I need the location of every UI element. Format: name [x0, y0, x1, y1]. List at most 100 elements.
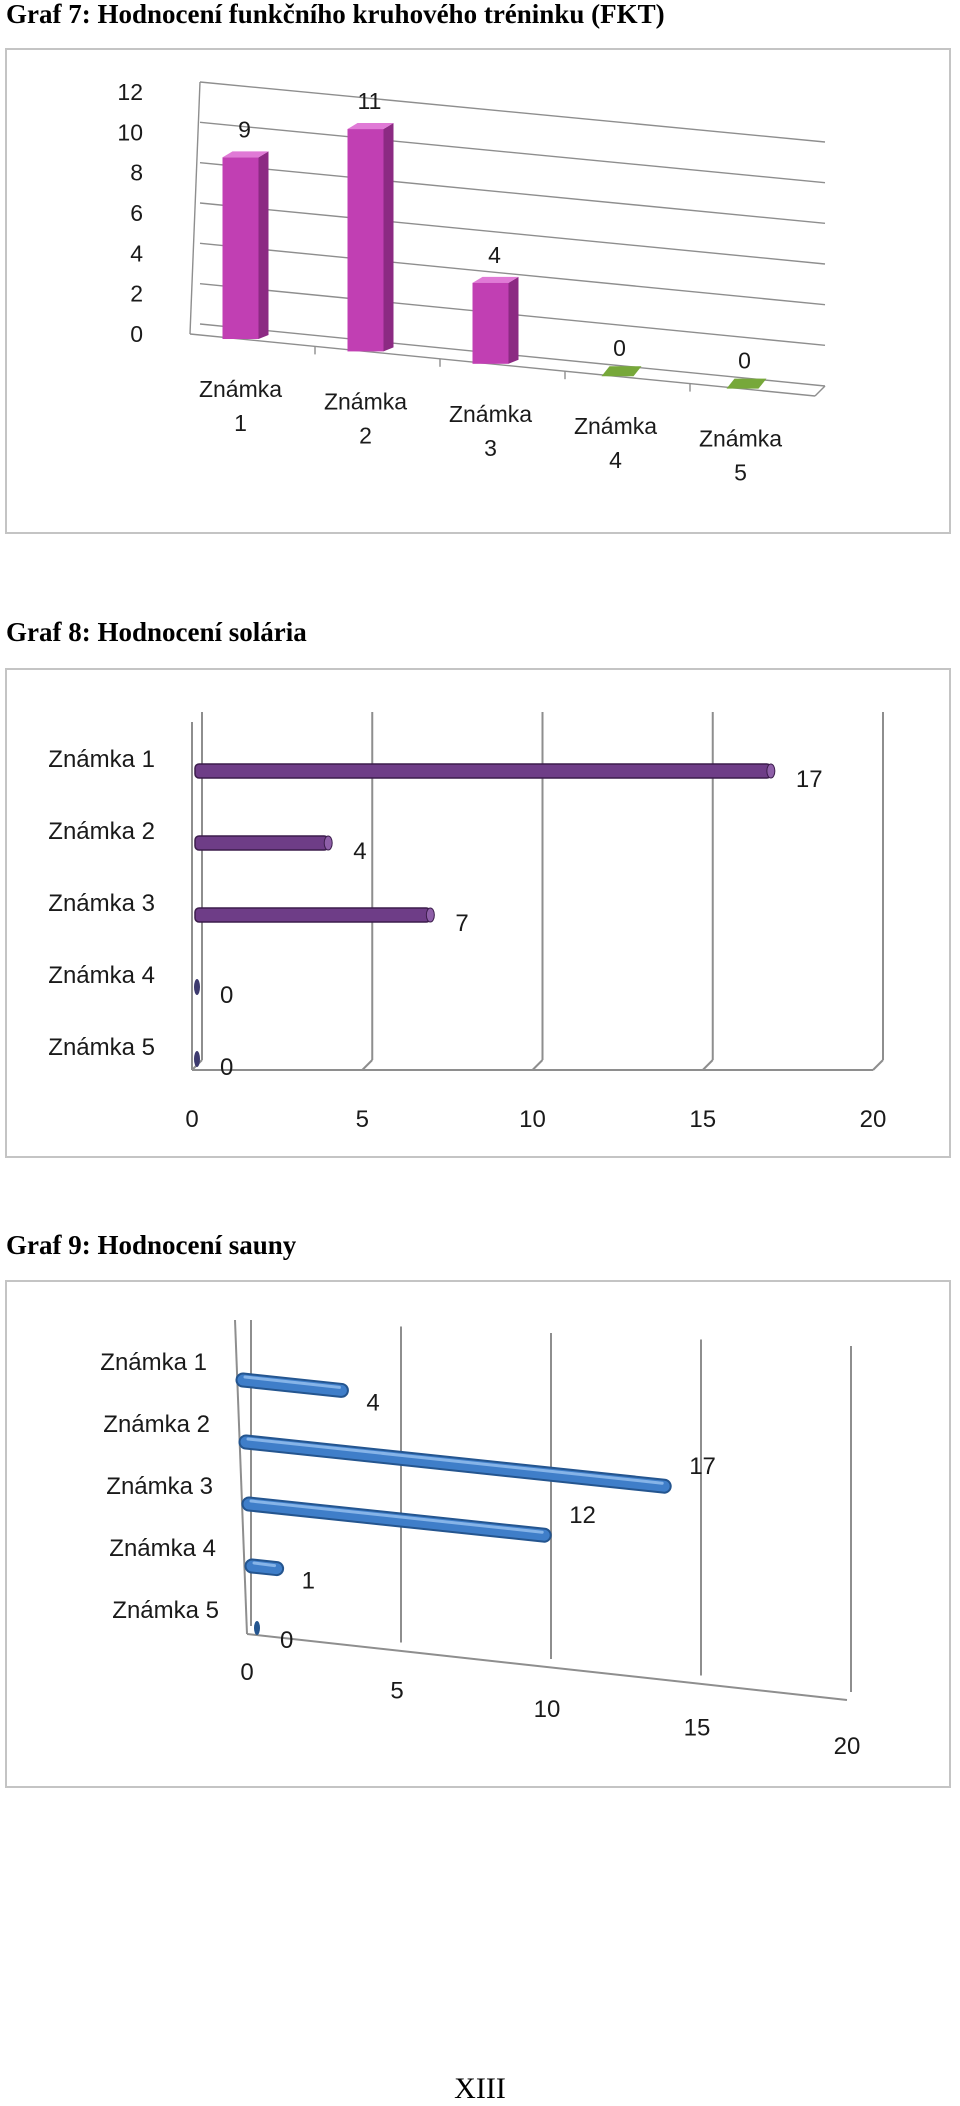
- bar: [254, 1621, 260, 1635]
- data-label: 9: [238, 116, 251, 142]
- y-axis-wall: [189, 81, 201, 335]
- data-label: 4: [353, 838, 366, 865]
- x-tick-label: 0: [185, 1106, 198, 1133]
- y-tick-label: 8: [130, 160, 143, 186]
- bar: [726, 378, 767, 389]
- bar: [222, 157, 259, 340]
- x-axis: [246, 1633, 848, 1701]
- x-tick-label-line1: Známka: [574, 413, 657, 439]
- y-tick-label: 2: [130, 281, 143, 307]
- y-gridline: [199, 242, 826, 306]
- x-tick-label-line2: 1: [234, 410, 247, 436]
- y-gridline: [199, 121, 826, 184]
- y-tick-label: Známka 3: [106, 1473, 213, 1500]
- y-tick-label: Známka 5: [112, 1597, 219, 1624]
- data-label: 11: [358, 88, 382, 114]
- bar: [240, 1436, 670, 1492]
- data-label: 0: [280, 1627, 293, 1654]
- y-tick-label: Známka 2: [103, 1411, 210, 1438]
- bar: [237, 1374, 347, 1396]
- y-tick-label: Známka 1: [100, 1349, 207, 1376]
- y-tick-label: Známka 4: [48, 962, 155, 989]
- y-gridline: [199, 202, 826, 265]
- y-tick-label: 4: [130, 240, 143, 266]
- bar: [194, 835, 329, 851]
- x-tick-label-line1: Známka: [199, 376, 282, 402]
- x-tick-label: 20: [834, 1733, 861, 1760]
- data-label: 17: [796, 766, 823, 793]
- x-tick-label: 15: [684, 1715, 711, 1742]
- bar: [194, 1051, 200, 1067]
- chart-8-title: Graf 8: Hodnocení solária: [6, 617, 307, 647]
- data-label: 4: [366, 1389, 379, 1416]
- x-tick-label: 10: [519, 1106, 546, 1133]
- bar-highlight: [243, 1375, 341, 1389]
- chart-7-title: Graf 7: Hodnocení funkčního kruhového tr…: [6, 0, 665, 29]
- bar: [347, 129, 384, 352]
- chart-8-frame: 0 5 10 15 20 Známka 1 17 Známka 2 4 Známka 3 7 Znám…: [5, 668, 951, 1158]
- y-tick-label: 12: [117, 79, 143, 105]
- chart-9-plot: 0 5 10 15 20 Známka 1 4 Známka 2 17 Známka 3 12 Zná…: [100, 1319, 861, 1760]
- bar-cap: [425, 907, 435, 923]
- x-tick-label: 5: [390, 1678, 403, 1705]
- y-gridline: [199, 161, 826, 225]
- bar: [194, 907, 432, 923]
- bar: [243, 1498, 550, 1541]
- bar-side: [258, 151, 269, 340]
- x-axis-floor: [189, 333, 816, 397]
- y-tick-label: Známka 3: [48, 890, 155, 917]
- bar: [246, 1560, 283, 1575]
- bar-highlight: [252, 1561, 277, 1568]
- x-tick-label-line2: 5: [734, 460, 747, 486]
- data-label: 12: [569, 1502, 596, 1529]
- x-tick: [531, 1059, 544, 1071]
- x-tick-label-line2: 3: [484, 435, 497, 461]
- chart-9-title: Graf 9: Hodnocení sauny: [6, 1230, 297, 1260]
- x-tick-label-line1: Známka: [699, 426, 782, 452]
- data-label: 7: [455, 910, 468, 937]
- y-tick-label: 6: [130, 200, 143, 226]
- chart-7-plot: 0246810129Známka111Známka24Známka30Známk…: [117, 79, 826, 486]
- bar-cap: [323, 835, 333, 851]
- bar-top: [222, 151, 269, 158]
- y-gridline: [199, 81, 826, 143]
- chart-7-frame: 0 2 4 6 8 10 12 9 Známka 1 11 Známka 2 4 Známka 3 0 Známk…: [5, 48, 951, 534]
- data-label: 1: [302, 1568, 315, 1595]
- x-tick: [872, 1059, 884, 1071]
- y-tick-label: 10: [117, 119, 143, 145]
- x-tick-label-line1: Známka: [324, 388, 407, 414]
- x-tick-label-line1: Známka: [449, 401, 532, 427]
- bar-side: [508, 276, 519, 364]
- floor-right-edge: [814, 385, 826, 397]
- x-tick-label: 5: [356, 1106, 369, 1133]
- x-tick-label: 15: [689, 1106, 716, 1133]
- x-tick-label: 20: [860, 1106, 887, 1133]
- bar: [601, 366, 642, 377]
- data-label: 17: [689, 1453, 716, 1480]
- x-tick-label-line2: 2: [359, 422, 372, 448]
- data-label: 0: [220, 1054, 233, 1081]
- y-tick-label: Známka 5: [48, 1034, 155, 1061]
- bar: [194, 763, 772, 779]
- bar-highlight: [249, 1499, 544, 1534]
- x-tick: [361, 1059, 373, 1071]
- y-tick-label: 0: [130, 321, 143, 347]
- bar: [194, 979, 200, 995]
- y-tick-label: Známka 1: [48, 746, 155, 773]
- chart-9-frame: 0 5 10 15 20 Známka 1 4 Známka 2 17 Známka 3 12 Zná…: [5, 1280, 951, 1788]
- bar-top: [472, 276, 519, 283]
- bar-highlight: [246, 1437, 664, 1485]
- chart-8-plot: 0 5 10 15 20 Známka 1 17 Známka 2 4 Známka 3 7 Znám…: [48, 712, 887, 1133]
- data-label: 0: [738, 348, 751, 374]
- page-number: XIII: [454, 2072, 506, 2105]
- data-label: 4: [488, 242, 501, 268]
- x-tick-label-line2: 4: [609, 447, 622, 473]
- bar-top: [347, 123, 394, 130]
- bar: [472, 282, 509, 364]
- x-tick: [702, 1059, 714, 1071]
- data-label: 0: [220, 982, 233, 1009]
- y-axis: [234, 1319, 248, 1635]
- x-tick-label: 10: [534, 1696, 561, 1723]
- data-label: 0: [613, 335, 626, 361]
- bar-side: [383, 123, 394, 352]
